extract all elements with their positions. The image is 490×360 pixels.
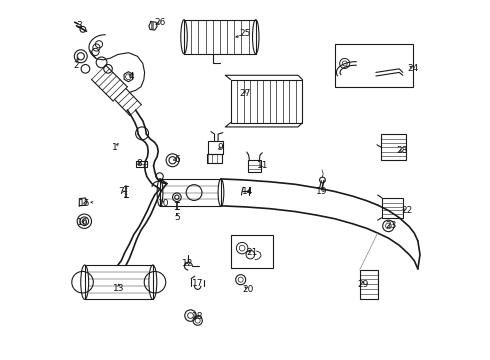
Bar	[335, 44, 413, 87]
Text: 12: 12	[182, 259, 194, 268]
Text: 20: 20	[242, 285, 253, 294]
Bar	[248, 159, 262, 172]
Bar	[231, 235, 273, 268]
Text: 13: 13	[113, 284, 124, 293]
Text: 14: 14	[242, 187, 253, 196]
Bar	[208, 140, 223, 154]
Text: 25: 25	[239, 29, 251, 38]
Text: 16: 16	[77, 218, 89, 227]
Text: 18: 18	[192, 312, 203, 321]
Text: 6: 6	[174, 155, 180, 164]
Bar	[85, 265, 153, 300]
Bar	[360, 270, 378, 299]
Text: 4: 4	[128, 72, 134, 81]
Text: 2: 2	[73, 61, 78, 70]
Text: 3: 3	[76, 21, 82, 30]
Text: 28: 28	[396, 146, 408, 155]
Text: 7: 7	[119, 187, 124, 196]
Bar	[381, 134, 406, 160]
Text: 21: 21	[246, 248, 258, 257]
Bar	[136, 161, 147, 167]
Text: 5: 5	[174, 213, 180, 222]
Text: 29: 29	[357, 280, 368, 289]
Bar	[207, 154, 222, 163]
Text: 1: 1	[112, 143, 118, 152]
Text: 24: 24	[407, 64, 418, 73]
Bar	[160, 179, 221, 206]
Text: 23: 23	[386, 221, 397, 230]
Text: 17: 17	[192, 279, 203, 288]
Text: 26: 26	[154, 18, 165, 27]
Text: 10: 10	[157, 199, 169, 208]
Text: 19: 19	[317, 187, 328, 196]
Text: 11: 11	[256, 161, 268, 170]
Bar	[231, 80, 302, 123]
Text: 8: 8	[136, 159, 142, 168]
Text: 27: 27	[239, 89, 251, 98]
Bar	[382, 198, 403, 218]
Text: 15: 15	[78, 199, 90, 208]
Text: 9: 9	[218, 143, 223, 152]
Text: 22: 22	[401, 206, 413, 215]
Bar	[184, 20, 256, 54]
